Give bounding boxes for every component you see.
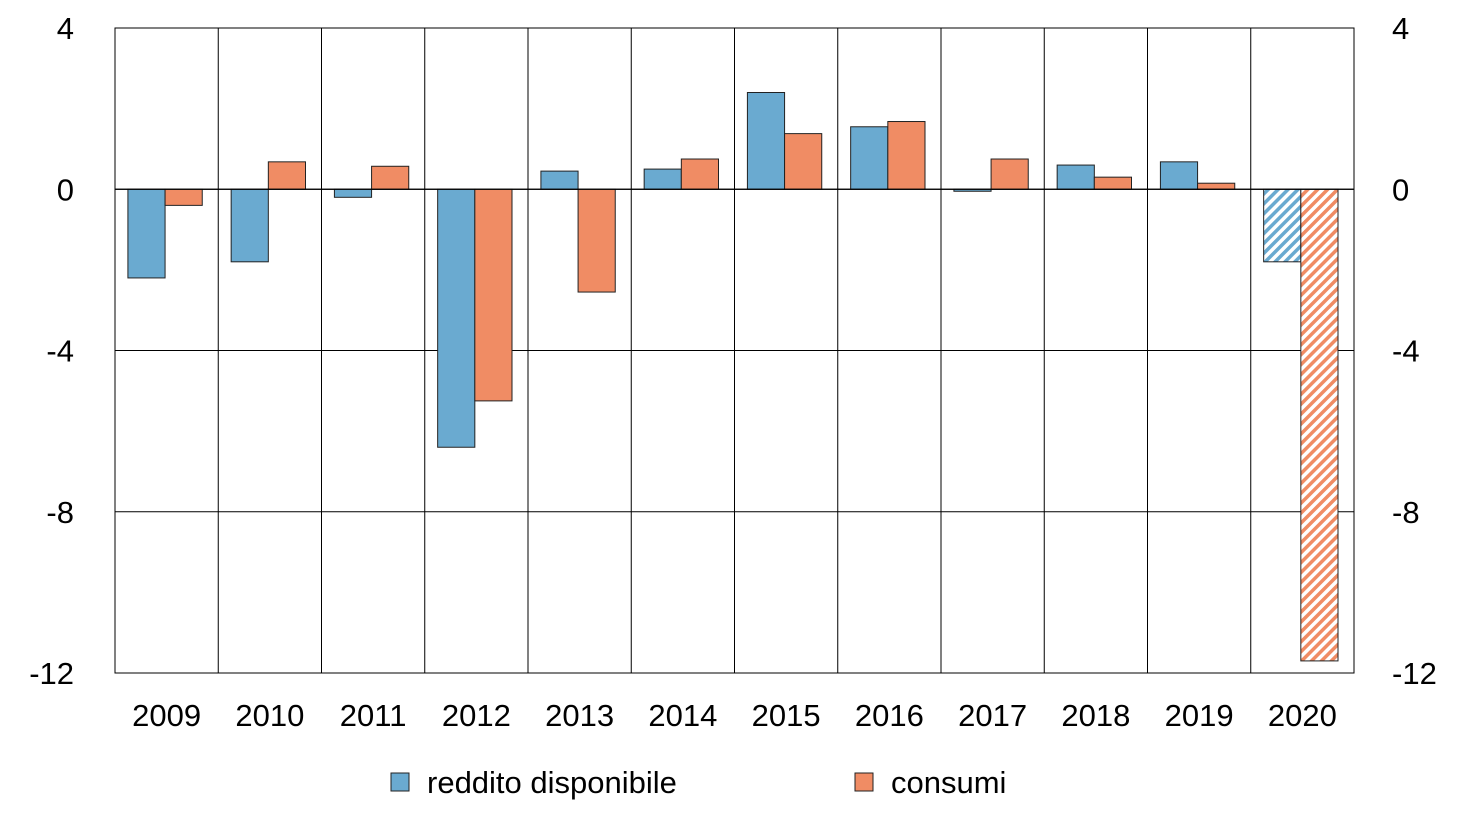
bar-consumi-2011 xyxy=(371,165,410,190)
x-tick-label: 2018 xyxy=(1061,698,1130,733)
x-tick-label: 2020 xyxy=(1268,698,1337,733)
plot-frame xyxy=(114,27,1355,674)
bar-reddito-2010 xyxy=(230,188,269,263)
y-tick-right: -12 xyxy=(1392,656,1437,691)
y-tick-left: 4 xyxy=(57,11,74,46)
legend-label-reddito: reddito disponibile xyxy=(427,765,677,800)
x-tick-label: 2009 xyxy=(132,698,201,733)
legend-swatch-consumi xyxy=(854,772,874,792)
x-tick-label: 2010 xyxy=(235,698,304,733)
bar-consumi-2018 xyxy=(1093,176,1132,190)
y-tick-right: -4 xyxy=(1392,334,1420,369)
bar-consumi-2015 xyxy=(784,133,823,190)
x-tick-label: 2014 xyxy=(648,698,717,733)
x-tick-label: 2016 xyxy=(855,698,924,733)
legend-label-consumi: consumi xyxy=(891,765,1006,800)
x-tick-label: 2017 xyxy=(958,698,1027,733)
x-tick-label: 2011 xyxy=(340,698,407,733)
bar-consumi-2009 xyxy=(164,188,203,206)
bar-consumi-2017 xyxy=(990,158,1029,190)
bar-reddito-2014 xyxy=(643,168,682,190)
y-tick-left: -12 xyxy=(29,656,74,691)
y-tick-right: 0 xyxy=(1392,172,1409,207)
x-tick-label: 2015 xyxy=(752,698,821,733)
x-tick-label: 2012 xyxy=(442,698,511,733)
axes: 4 4 0 0 -4 -4 -8 -8 -12 -12 2009 2010 2011 2012 2013 20… xyxy=(29,11,1437,733)
bar-reddito-2015 xyxy=(746,92,786,190)
bar-reddito-2020 xyxy=(1263,188,1302,263)
legend: reddito disponibile consumi xyxy=(390,765,1006,800)
bar-consumi-2010 xyxy=(267,161,306,190)
legend-swatch-reddito xyxy=(390,772,410,792)
bar-reddito-2019 xyxy=(1159,161,1199,190)
bar-consumi-2012 xyxy=(474,188,513,402)
y-tick-left: -4 xyxy=(46,334,74,369)
y-tick-right: -8 xyxy=(1392,495,1420,530)
gridlines xyxy=(115,27,1354,674)
bar-reddito-2012 xyxy=(437,188,476,448)
x-tick-label: 2013 xyxy=(545,698,614,733)
bar-consumi-2019 xyxy=(1197,182,1236,190)
y-tick-right: 4 xyxy=(1392,11,1409,46)
bar-reddito-2018 xyxy=(1056,164,1095,190)
bar-reddito-2013 xyxy=(540,170,579,190)
bar-consumi-2014 xyxy=(680,158,719,190)
y-tick-left: 0 xyxy=(57,172,74,207)
bar-reddito-2011 xyxy=(333,188,373,198)
y-tick-left: -8 xyxy=(46,495,74,530)
bar-consumi-2013 xyxy=(577,188,616,293)
bars xyxy=(127,92,1339,662)
bar-consumi-2020 xyxy=(1300,188,1339,662)
x-tick-label: 2019 xyxy=(1165,698,1234,733)
bar-reddito-2016 xyxy=(850,126,889,190)
bar-consumi-2016 xyxy=(887,121,926,190)
bar-reddito-2009 xyxy=(127,188,166,279)
